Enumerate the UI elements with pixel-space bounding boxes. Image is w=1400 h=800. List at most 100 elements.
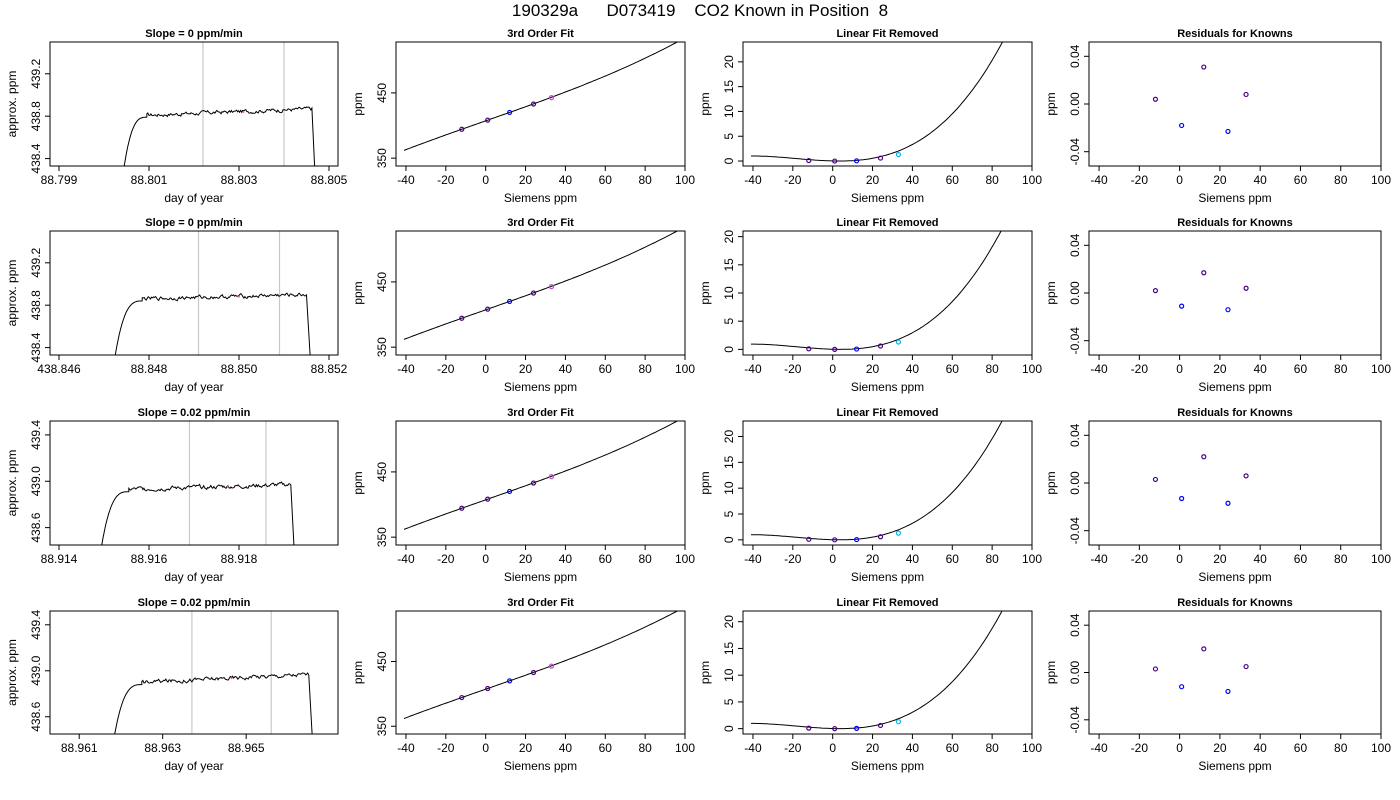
y-axis-label: ppm [698,661,712,684]
x-tick-label: 100 [1371,741,1391,755]
y-tick-label: 450 [375,83,389,103]
x-tick-label: 0 [829,552,836,566]
data-point [895,719,902,725]
x-tick-label: 0 [829,741,836,755]
data-point [832,537,838,543]
data-point [459,505,465,511]
x-tick-label: 100 [1022,173,1042,187]
plot-frame [49,420,339,546]
x-tick-label: 88.848 [131,362,168,376]
fit-marker [230,677,233,680]
data-point [854,346,860,352]
panel-title: Slope = 0 ppm/min [145,217,243,229]
plot-frame [49,610,339,735]
y-tick-label: 5 [722,510,736,517]
x-tick-label: -40 [397,362,415,376]
x-tick-label: 60 [599,173,613,187]
plot-frame [1088,230,1382,356]
x-tick-label: -20 [1131,173,1149,187]
plot-area [1152,270,1249,313]
data-point [895,151,902,158]
x-tick-label: 20 [519,173,533,187]
x-axis-label: Siemens ppm [851,570,924,584]
x-tick-label: 40 [906,741,920,755]
plot-frame [395,230,686,356]
data-point [1243,473,1249,479]
plot-frame [742,41,1033,167]
fit-curve [403,42,679,151]
x-axis-label: Siemens ppm [1198,570,1271,584]
y-axis-label: ppm [351,92,365,115]
y-tick-label: 450 [375,651,389,671]
y-tick-label: 0 [722,346,736,353]
panel-title: Linear Fit Removed [836,597,938,609]
y-tick-label: 438.6 [29,701,43,731]
y-tick-label: 10 [722,286,736,300]
y-tick-label: 350 [375,337,389,357]
plot-frame [49,41,339,167]
x-tick-label: 0 [482,552,489,566]
x-tick-label: 60 [599,741,613,755]
x-tick-label: 20 [1213,741,1227,755]
data-point [1201,64,1207,70]
x-tick-label: 40 [1253,173,1267,187]
panel-title: 3rd Order Fit [507,28,574,40]
fit-curve [403,611,679,719]
y-tick-label: 438.8 [29,290,43,320]
panel-r3-c2: 3rd Order Fit -40 -20 0 20 40 60 80 100 350 450 Sie… [351,407,695,584]
data-point [1243,285,1249,291]
data-point [459,694,465,701]
x-tick-label: -20 [784,741,802,755]
x-tick-label: 80 [985,552,999,566]
x-tick-label: 20 [866,362,880,376]
y-axis-label: ppm [351,281,365,304]
y-tick-label: 20 [722,615,736,629]
x-axis-label: Siemens ppm [504,191,577,205]
plot-area [751,42,1004,164]
analyzer-trace [101,481,295,545]
y-tick-label: 439.4 [29,420,43,450]
x-tick-label: -40 [397,741,415,755]
x-tick-label: 100 [1022,552,1042,566]
data-point [854,158,860,164]
x-tick-label: 80 [638,362,652,376]
x-tick-label: -40 [744,741,762,755]
y-tick-label: 20 [722,230,736,244]
fit-marker [226,486,229,489]
panel-r3-c3: Linear Fit Removed -40 -20 0 20 40 60 80 100 0 5 10… [698,407,1042,584]
data-point [832,158,838,164]
data-point [1201,646,1207,652]
x-tick-label: 100 [1371,362,1391,376]
x-tick-label: 88.801 [131,173,168,187]
analyzer-trace [114,672,313,734]
x-tick-label: -40 [744,362,762,376]
panel-title: Residuals for Knowns [1177,217,1293,229]
x-tick-label: 100 [1371,173,1391,187]
panel-r4-c3: Linear Fit Removed -40 -20 0 20 40 60 80 100 0 5 10… [698,597,1042,773]
x-tick-label: 0 [482,173,489,187]
plot-area [403,231,679,340]
x-tick-label: 80 [1334,362,1348,376]
x-tick-label: 88.914 [41,552,78,566]
x-tick-label: 80 [985,362,999,376]
data-point [877,722,884,729]
x-axis-label: Siemens ppm [1198,759,1271,773]
x-tick-label: 80 [1334,173,1348,187]
panel-title: Slope = 0.02 ppm/min [138,407,251,419]
analyzer-trace [114,292,311,355]
plot-area [114,231,311,355]
x-tick-label: 100 [675,362,695,376]
plot-area [114,611,313,734]
x-tick-label: 88.852 [311,362,348,376]
y-tick-label: -0.04 [1068,706,1082,734]
y-axis-label: approx. ppm [5,260,19,327]
y-tick-label: -0.04 [1068,517,1082,545]
panel-r1-c2: 3rd Order Fit -40 -20 0 20 40 60 80 100 350 450 Sie… [351,28,695,205]
x-tick-label: 0 [829,173,836,187]
data-point [530,101,537,107]
x-tick-label: 100 [1022,362,1042,376]
data-point [1179,495,1185,502]
plot-area [751,421,1003,543]
y-axis-label: ppm [1044,471,1058,494]
